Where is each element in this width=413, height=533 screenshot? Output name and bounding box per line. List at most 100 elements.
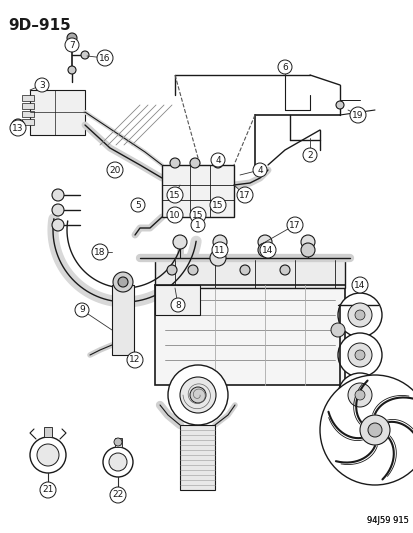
Circle shape <box>240 265 249 275</box>
Circle shape <box>37 444 59 466</box>
Circle shape <box>367 423 381 437</box>
Circle shape <box>349 107 365 123</box>
Circle shape <box>212 158 223 168</box>
Circle shape <box>354 390 364 400</box>
Circle shape <box>40 482 56 498</box>
Circle shape <box>277 60 291 74</box>
Circle shape <box>131 198 145 212</box>
Circle shape <box>67 33 77 43</box>
Text: 1: 1 <box>195 221 200 230</box>
Text: 2: 2 <box>306 150 312 159</box>
Circle shape <box>209 250 225 266</box>
Circle shape <box>354 310 364 320</box>
Text: 13: 13 <box>12 124 24 133</box>
Circle shape <box>335 101 343 109</box>
Circle shape <box>190 158 199 168</box>
Circle shape <box>81 51 89 59</box>
Circle shape <box>171 298 185 312</box>
Circle shape <box>330 323 344 337</box>
Circle shape <box>302 148 316 162</box>
Bar <box>112 285 134 355</box>
Bar <box>180 425 214 490</box>
Text: 3: 3 <box>39 80 45 90</box>
Text: 14: 14 <box>354 280 365 289</box>
Circle shape <box>211 153 224 167</box>
Circle shape <box>212 235 226 249</box>
Bar <box>161 165 233 217</box>
Text: 8: 8 <box>175 301 180 310</box>
Circle shape <box>300 235 314 249</box>
Circle shape <box>75 303 89 317</box>
Circle shape <box>173 235 187 249</box>
Circle shape <box>236 187 252 203</box>
Circle shape <box>103 447 133 477</box>
Circle shape <box>109 453 127 471</box>
Text: 5: 5 <box>135 200 140 209</box>
Text: 4: 4 <box>256 166 262 174</box>
Circle shape <box>127 352 142 368</box>
Text: 19: 19 <box>351 110 363 119</box>
Text: 7: 7 <box>69 41 75 50</box>
Circle shape <box>279 265 289 275</box>
Circle shape <box>337 373 381 417</box>
Circle shape <box>347 303 371 327</box>
Circle shape <box>113 272 133 292</box>
Circle shape <box>180 377 216 413</box>
Circle shape <box>166 187 183 203</box>
Text: 15: 15 <box>169 190 180 199</box>
Text: 9D–915: 9D–915 <box>8 18 71 33</box>
Bar <box>44 427 52 437</box>
Circle shape <box>351 277 367 293</box>
Text: 4: 4 <box>215 156 220 165</box>
Circle shape <box>347 383 371 407</box>
Circle shape <box>286 217 302 233</box>
Bar <box>22 111 34 117</box>
Text: 15: 15 <box>212 200 223 209</box>
Circle shape <box>168 365 228 425</box>
Circle shape <box>10 120 26 136</box>
Circle shape <box>354 350 364 360</box>
Circle shape <box>65 38 79 52</box>
Text: 12: 12 <box>129 356 140 365</box>
Circle shape <box>190 218 204 232</box>
Circle shape <box>166 265 177 275</box>
Circle shape <box>209 197 225 213</box>
Circle shape <box>110 487 126 503</box>
Circle shape <box>319 375 413 485</box>
Text: 18: 18 <box>94 247 105 256</box>
Circle shape <box>97 50 113 66</box>
Text: 10: 10 <box>169 211 180 220</box>
Bar <box>154 285 344 385</box>
Circle shape <box>52 204 64 216</box>
Text: 11: 11 <box>214 246 225 254</box>
Bar <box>22 119 34 125</box>
Circle shape <box>52 189 64 201</box>
Circle shape <box>259 242 275 258</box>
Circle shape <box>190 207 206 223</box>
Circle shape <box>52 219 64 231</box>
Text: 94J59 915: 94J59 915 <box>366 516 408 525</box>
Circle shape <box>166 207 183 223</box>
Text: 22: 22 <box>112 490 123 499</box>
Bar <box>22 95 34 101</box>
Text: 17: 17 <box>289 221 300 230</box>
Circle shape <box>337 333 381 377</box>
Circle shape <box>170 158 180 168</box>
Text: 15: 15 <box>192 211 203 220</box>
Text: 21: 21 <box>42 486 54 495</box>
Text: 17: 17 <box>239 190 250 199</box>
Bar <box>154 260 344 288</box>
Circle shape <box>257 243 271 257</box>
Circle shape <box>190 387 206 403</box>
Bar <box>115 438 122 447</box>
Circle shape <box>35 78 49 92</box>
Text: 94J59 915: 94J59 915 <box>366 516 408 525</box>
Circle shape <box>30 437 66 473</box>
Circle shape <box>188 265 197 275</box>
Bar <box>22 103 34 109</box>
Text: 16: 16 <box>99 53 111 62</box>
Circle shape <box>252 163 266 177</box>
Circle shape <box>107 162 123 178</box>
Circle shape <box>12 119 24 131</box>
Text: 9: 9 <box>79 305 85 314</box>
